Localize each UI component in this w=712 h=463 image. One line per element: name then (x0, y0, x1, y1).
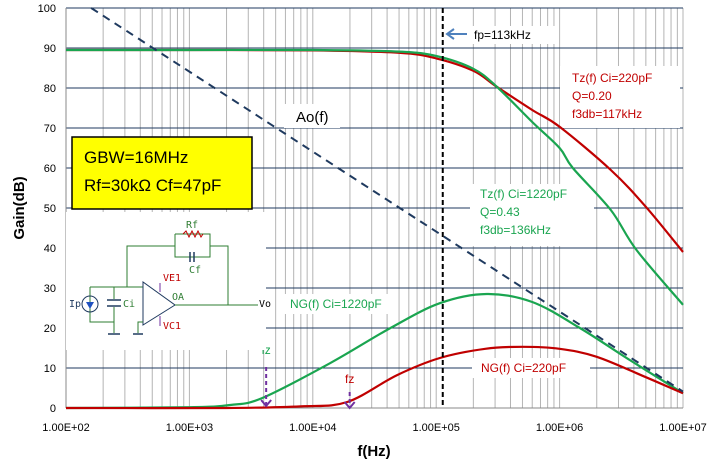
ao-label: Ao(f) (296, 109, 329, 126)
x-tick-label: 1.00E+05 (412, 422, 459, 434)
y-axis-label: Gain(dB) (11, 176, 28, 239)
x-tick-label: 1.00E+07 (659, 422, 706, 434)
fz-arrow-head (343, 401, 356, 410)
oa-label: OA (172, 292, 184, 303)
ci-label: Ci (123, 299, 135, 310)
x-tick-label: 1.00E+03 (166, 422, 213, 434)
fp-label: fp=113kHz (474, 28, 531, 42)
fz-arrow-head (260, 399, 272, 408)
vo-label: Vo (259, 299, 271, 310)
ng1220-label: NG(f) Ci=1220pF (290, 297, 382, 311)
fp-arrow-icon (445, 28, 467, 40)
gbw-text: GBW=16MHz (84, 148, 188, 167)
y-tick-label: 100 (38, 3, 56, 15)
tz1220-label: Tz(f) Ci=1220pF (480, 187, 567, 201)
series-ng-f-ci-1220pf (65, 292, 684, 410)
y-tick-label: 20 (44, 323, 56, 335)
ip-label: Ip (69, 299, 81, 310)
tz220-q: Q=0.20 (572, 89, 612, 103)
y-tick-label: 10 (44, 363, 56, 375)
fp-label-bg (468, 26, 558, 44)
y-tick-label: 70 (44, 123, 56, 135)
x-tick-label: 1.00E+04 (289, 422, 336, 434)
tz220-label: Tz(f) Ci=220pF (572, 71, 652, 85)
tick-labels: 0 10 20 30 40 50 60 70 80 90 100 1.00E+02 1.00E+03 1.… (38, 3, 707, 434)
ao-label-bg (284, 104, 340, 128)
fz-green-arrow-icon (260, 367, 272, 408)
y-tick-label: 0 (50, 403, 56, 415)
cf-label: Cf (189, 265, 201, 276)
y-tick-label: 90 (44, 43, 56, 55)
y-tick-label: 60 (44, 163, 56, 175)
ng1220-label-bg (282, 294, 392, 314)
y-tick-label: 80 (44, 83, 56, 95)
y-tick-label: 40 (44, 243, 56, 255)
tz220-f3db: f3db=117kHz (572, 107, 642, 121)
fz-red-label: fz (345, 372, 354, 386)
series-ao-f- (90, 7, 684, 393)
tz1220-q: Q=0.43 (480, 205, 520, 219)
series-tz-f-ci-1220pf (66, 48, 684, 306)
tz1220-label-bg (470, 184, 594, 246)
tz220-label-bg (560, 66, 680, 128)
vc1-label: VC1 (163, 321, 181, 332)
rf-cf-text: Rf=30kΩ Cf=47pF (84, 176, 221, 195)
rf-label: Rf (186, 220, 198, 231)
ve1-label: VE1 (163, 273, 181, 284)
x-tick-label: 1.00E+06 (536, 422, 583, 434)
fz-green-label: fz (261, 343, 270, 357)
tz1220-f3db: f3db=136kHz (480, 223, 551, 237)
y-tick-label: 50 (44, 203, 56, 215)
parameter-box (71, 136, 253, 210)
x-tick-label: 1.00E+02 (42, 422, 89, 434)
ng220-label: NG(f) Ci=220pF (481, 361, 566, 375)
series-group (65, 7, 684, 410)
series-ng-f-ci-220pf (65, 345, 684, 410)
y-tick-label: 30 (44, 283, 56, 295)
transimpedance-schematic (66, 212, 266, 350)
grid (65, 7, 684, 409)
ng220-label-bg (472, 358, 590, 378)
x-axis-label: f(Hz) (357, 443, 390, 460)
fz-red-arrow-icon (343, 392, 356, 410)
